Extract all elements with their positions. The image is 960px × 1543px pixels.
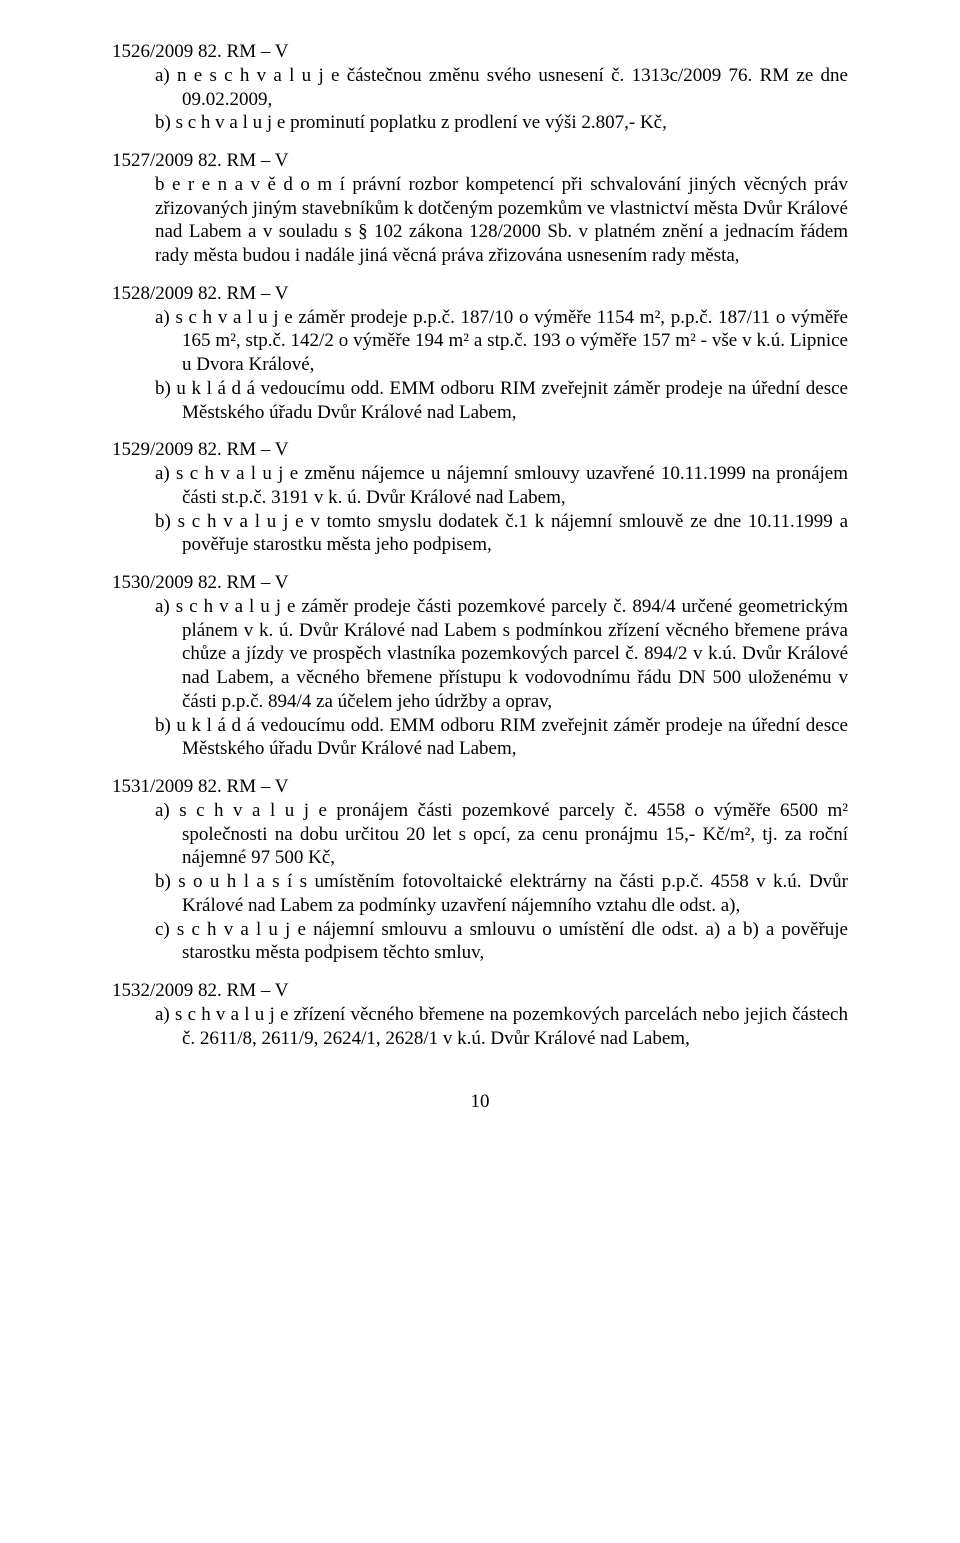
section-1526-item-a: a) n e s c h v a l u j e částečnou změnu… — [112, 64, 848, 112]
section-1530-item-a: a) s c h v a l u j e záměr prodeje části… — [112, 595, 848, 714]
section-1529-item-a: a) s c h v a l u j e změnu nájemce u náj… — [112, 462, 848, 510]
section-1530-heading: 1530/2009 82. RM – V — [112, 571, 848, 595]
section-1527-body: b e r e n a v ě d o m í právní rozbor ko… — [112, 173, 848, 268]
section-1530-item-b: b) u k l á d á vedoucímu odd. EMM odboru… — [112, 714, 848, 762]
section-1528-item-a: a) s c h v a l u j e záměr prodeje p.p.č… — [112, 306, 848, 377]
section-1532-heading: 1532/2009 82. RM – V — [112, 979, 848, 1003]
section-1531-item-b: b) s o u h l a s í s umístěním fotovolta… — [112, 870, 848, 918]
section-1527-heading: 1527/2009 82. RM – V — [112, 149, 848, 173]
section-1531-item-c: c) s c h v a l u j e nájemní smlouvu a s… — [112, 918, 848, 966]
section-1529-heading: 1529/2009 82. RM – V — [112, 438, 848, 462]
section-1531-heading: 1531/2009 82. RM – V — [112, 775, 848, 799]
page-number: 10 — [112, 1090, 848, 1114]
section-1532-item-a: a) s c h v a l u j e zřízení věcného bře… — [112, 1003, 848, 1051]
section-1529-item-b: b) s c h v a l u j e v tomto smyslu doda… — [112, 510, 848, 558]
section-1526-heading: 1526/2009 82. RM – V — [112, 40, 848, 64]
document-page: 1526/2009 82. RM – V a) n e s c h v a l … — [0, 0, 960, 1543]
section-1526-item-b: b) s c h v a l u j e prominutí poplatku … — [112, 111, 848, 135]
section-1528-heading: 1528/2009 82. RM – V — [112, 282, 848, 306]
section-1531-item-a: a) s c h v a l u j e pronájem části poze… — [112, 799, 848, 870]
section-1528-item-b: b) u k l á d á vedoucímu odd. EMM odboru… — [112, 377, 848, 425]
